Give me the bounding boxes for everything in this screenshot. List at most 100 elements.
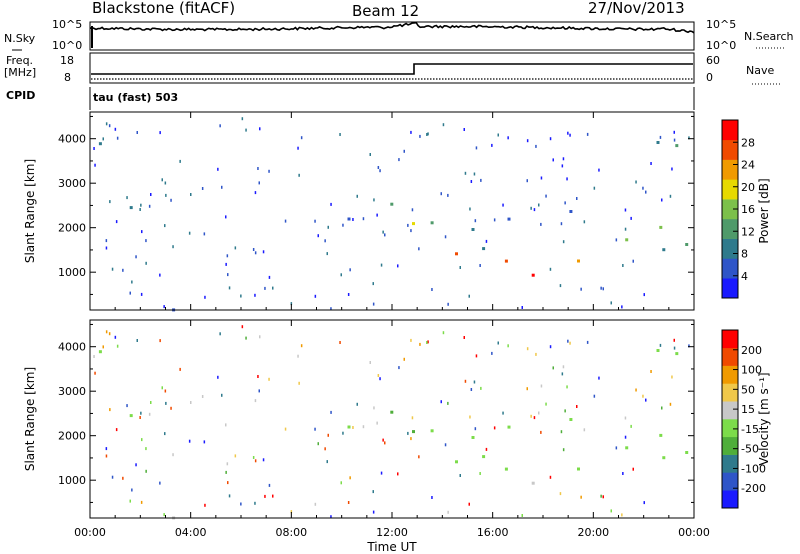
- velocity-noise-cell: [630, 424, 632, 428]
- velocity-noise-cell: [254, 459, 257, 463]
- velocity-cell: [412, 430, 415, 434]
- velocity-noise-cell: [583, 428, 586, 432]
- power-noise-cell: [447, 302, 449, 306]
- velocity-noise-cell: [469, 415, 471, 419]
- velocity-noise-cell: [227, 481, 229, 485]
- velocity-noise-cell: [419, 342, 421, 346]
- velocity-noise-cell: [410, 437, 412, 441]
- colorbar-tick-label: 24: [741, 159, 755, 172]
- nave-tick-high: 60: [706, 54, 720, 67]
- power-noise-cell: [108, 124, 111, 128]
- power-noise-cell: [262, 250, 265, 254]
- power-noise-cell: [314, 294, 317, 298]
- power-noise-cell: [342, 223, 344, 227]
- velocity-cell: [675, 352, 679, 356]
- beam-title: Beam 12: [352, 2, 419, 20]
- power-noise-cell: [566, 177, 568, 181]
- velocity-cell: [507, 425, 511, 429]
- velocity-noise-cell: [339, 341, 341, 344]
- power-noise-cell: [474, 219, 477, 223]
- power-noise-cell: [115, 220, 118, 224]
- power-noise-cell: [470, 180, 473, 183]
- velocity-noise-cell: [643, 501, 645, 505]
- velocity-noise-cell: [254, 399, 257, 403]
- power-noise-cell: [163, 305, 165, 309]
- colorbar-tick-label: -50: [741, 443, 759, 456]
- power-noise-cell: [300, 136, 303, 140]
- velocity-noise-cell: [179, 367, 181, 371]
- power-noise-cell: [661, 198, 663, 202]
- colorbar-swatch: [722, 159, 738, 180]
- velocity-noise-cell: [559, 492, 562, 496]
- time-x-axis: 00:00 04:00 08:00 12:00 16:00 20:00 00:00: [74, 112, 710, 539]
- colorbar-swatch: [722, 238, 738, 259]
- power-noise-cell: [111, 267, 114, 271]
- velocity-noise-cell: [470, 388, 473, 391]
- power-noise-cell: [479, 264, 481, 267]
- velocity-noise-cell: [474, 427, 477, 431]
- power-noise-cell: [427, 132, 429, 136]
- velocity-noise-cell: [632, 467, 634, 471]
- colorbar-tick-label: 15: [741, 403, 755, 416]
- power-noise-cell: [164, 181, 167, 185]
- power-noise-cell: [114, 127, 117, 131]
- colorbar-swatch: [722, 419, 738, 438]
- velocity-cell: [98, 350, 102, 354]
- velocity-noise-cell: [560, 430, 563, 434]
- velocity-noise-cell: [479, 472, 481, 475]
- velocity-noise-cell: [109, 408, 111, 412]
- power-noise-cell: [317, 234, 319, 238]
- power-noise-cell: [240, 294, 242, 298]
- power-noise-cell: [219, 124, 221, 128]
- power-noise-cell: [228, 286, 231, 290]
- power-noise-cell: [586, 132, 589, 136]
- velocity-noise-cell: [463, 336, 465, 339]
- velocity-noise-cell: [622, 472, 624, 475]
- power-noise-cell: [268, 275, 271, 279]
- velocity-noise-cell: [298, 381, 300, 385]
- velocity-noise-cell: [94, 371, 96, 375]
- power-noise-cell: [562, 240, 565, 244]
- power-noise-cell: [431, 288, 433, 291]
- power-noise-cell: [148, 204, 151, 208]
- power-noise-cell: [403, 149, 405, 153]
- power-noise-cell: [560, 222, 563, 226]
- velocity-noise-cell: [521, 514, 523, 517]
- power-noise-cell: [372, 282, 374, 286]
- power-cell: [577, 259, 580, 263]
- power-noise-cell: [502, 203, 504, 207]
- power-noise-cell: [426, 133, 428, 136]
- power-noise-cell: [226, 254, 229, 258]
- power-noise-cell: [583, 220, 586, 224]
- station-title: Blackstone (fitACF): [92, 0, 235, 17]
- power-noise-cell: [159, 273, 161, 277]
- velocity-noise-cell: [126, 404, 128, 408]
- velocity-noise-cell: [201, 395, 204, 398]
- power-noise-cell: [398, 158, 400, 162]
- power-noise-cell: [459, 266, 461, 269]
- power-noise-cell: [203, 232, 206, 236]
- velocity-noise-cell: [661, 406, 663, 410]
- colorbar-swatch: [722, 258, 738, 279]
- power-noise-cell: [469, 207, 471, 211]
- velocity-noise-cell: [268, 377, 270, 381]
- velocity-panel-frame: [89, 319, 695, 519]
- velocity-noise-cell: [535, 352, 537, 356]
- colorbar-swatch: [722, 472, 738, 491]
- velocity-noise-cell: [602, 495, 604, 499]
- power-noise-cell: [549, 267, 552, 271]
- velocity-noise-cell: [377, 374, 380, 377]
- power-noise-cell: [188, 231, 191, 235]
- velocity-noise-cell: [284, 427, 287, 431]
- power-noise-cell: [440, 192, 442, 196]
- power-noise-cell: [330, 202, 332, 206]
- velocity-noise-cell: [480, 386, 482, 390]
- power-noise-cell: [141, 230, 143, 234]
- colorbar-tick-label: 28: [741, 136, 755, 149]
- velocity-cell: [577, 467, 580, 471]
- power-noise-cell: [136, 131, 138, 134]
- power-noise-cell: [326, 252, 328, 256]
- power-noise-cell: [493, 218, 496, 222]
- velocity-noise-cell: [580, 495, 582, 499]
